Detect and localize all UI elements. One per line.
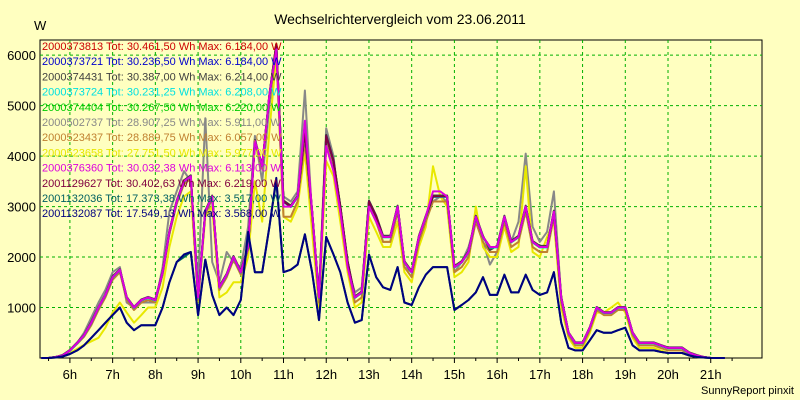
legend-entry: 2001132087 Tot: 17.549,13 Wh Max: 3.568,… bbox=[42, 208, 281, 220]
y-tick-label: 5000 bbox=[7, 99, 36, 114]
x-tick-label: 9h bbox=[191, 367, 205, 382]
legend-entry: 2001129627 Tot: 30.402,63 Wh Max: 6.219,… bbox=[42, 178, 281, 190]
footer-credit: SunnyReport pinxit bbox=[701, 385, 794, 397]
x-tick-label: 20h bbox=[657, 367, 679, 382]
legend-entry: 2000374431 Tot: 30.387,00 Wh Max: 6.214,… bbox=[42, 71, 282, 83]
x-tick-label: 15h bbox=[444, 367, 466, 382]
x-axis: 6h 7h 8h 9h 10h 11h 12h 13h 14h 15h 16h 17h 18h 19h 20… bbox=[48, 358, 733, 382]
y-tick-label: 3000 bbox=[7, 200, 36, 215]
x-tick-label: 16h bbox=[486, 367, 508, 382]
series-line-8 bbox=[41, 48, 725, 359]
x-tick-label: 8h bbox=[148, 367, 162, 382]
y-axis: 1000 2000 3000 4000 5000 6000 bbox=[7, 48, 36, 315]
x-tick-label: 14h bbox=[401, 367, 423, 382]
y-tick-label: 6000 bbox=[7, 48, 36, 63]
series-line-11 bbox=[41, 176, 725, 359]
chart-title: Wechselrichtervergleich vom 23.06.2011 bbox=[274, 11, 526, 27]
legend-entry: 2000373724 Tot: 30.231,25 Wh Max: 6.208,… bbox=[42, 87, 282, 99]
legend-entry: 2000523437 Tot: 28.889,75 Wh Max: 6.057,… bbox=[42, 132, 282, 144]
legend-entry: 2000374404 Tot: 30.267,50 Wh Max: 6.220,… bbox=[42, 102, 282, 114]
series-line-7 bbox=[41, 55, 725, 359]
series-line-6 bbox=[41, 51, 725, 359]
x-tick-label: 7h bbox=[105, 367, 119, 382]
legend-entry: 2000502737 Tot: 28.907,25 Wh Max: 5.911,… bbox=[42, 117, 281, 129]
x-tick-label: 19h bbox=[614, 367, 636, 382]
y-tick-label: 1000 bbox=[7, 301, 36, 316]
x-tick-label: 12h bbox=[315, 367, 337, 382]
legend-entry: 2000373813 Tot: 30.461,50 Wh Max: 6.184,… bbox=[42, 41, 282, 53]
x-tick-label: 10h bbox=[230, 367, 252, 382]
x-tick-label: 18h bbox=[572, 367, 594, 382]
x-tick-label: 11h bbox=[273, 367, 294, 382]
plot-area bbox=[39, 39, 763, 359]
x-tick-label: 17h bbox=[529, 367, 551, 382]
y-tick-label: 4000 bbox=[7, 149, 36, 164]
legend-entry: 2001132036 Tot: 17.373,38 Wh Max: 3.517,… bbox=[42, 193, 281, 205]
x-tick-label: 13h bbox=[358, 367, 380, 382]
x-tick-label: 21h bbox=[700, 367, 722, 382]
x-tick-label: 6h bbox=[63, 367, 77, 382]
legend-entry: 2000523658 Tot: 27.751,50 Wh Max: 5.977,… bbox=[42, 147, 282, 159]
y-axis-unit: W bbox=[34, 18, 47, 33]
legend: 2000373813 Tot: 30.461,50 Wh Max: 6.184,… bbox=[42, 41, 282, 220]
series-lines bbox=[41, 43, 725, 359]
legend-entry: 2000373721 Tot: 30.236,50 Wh Max: 6.184,… bbox=[42, 56, 282, 68]
y-tick-label: 2000 bbox=[7, 250, 36, 265]
legend-entry: 2000376360 Tot: 30.032,38 Wh Max: 6.113,… bbox=[42, 163, 281, 175]
